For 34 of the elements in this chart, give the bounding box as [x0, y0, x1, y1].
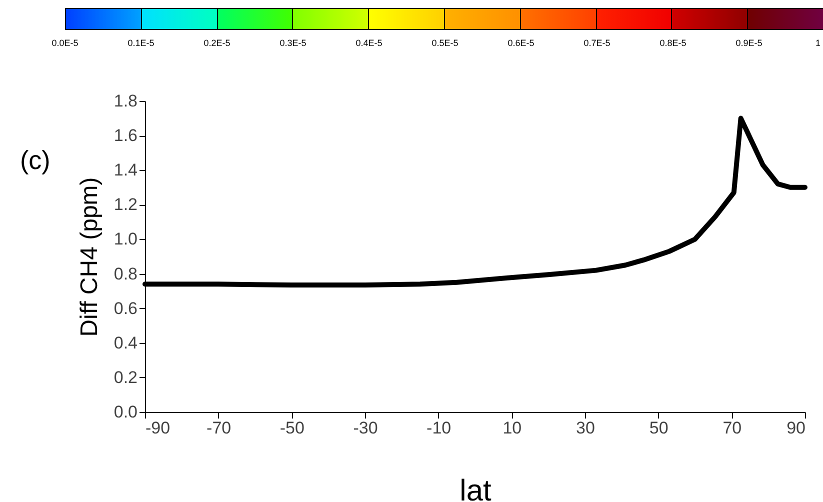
y-tick-label: 1.6 — [114, 126, 138, 146]
x-tick-label: 90 — [786, 418, 806, 438]
y-tick-label: 0.8 — [114, 264, 138, 284]
y-tick-label: 0.0 — [114, 402, 138, 422]
y-tick-label: 1.4 — [114, 160, 138, 180]
text: 0.0E-5 — [52, 38, 78, 48]
text: 0.6E-5 — [508, 38, 534, 48]
y-axis-title: Diff CH4 (ppm) — [76, 177, 103, 337]
x-tick-label: -90 — [146, 418, 170, 438]
x-tick-label: -50 — [280, 418, 304, 438]
text: 0.2E-5 — [204, 38, 230, 48]
text: (c) — [20, 145, 50, 176]
text: 0.5E-5 — [432, 38, 458, 48]
y-tick-label: 0.2 — [114, 368, 138, 387]
x-tick-label: 10 — [502, 418, 522, 438]
text: 0.9E-5 — [736, 38, 762, 48]
y-tick-label: 1.8 — [114, 92, 138, 110]
x-tick-label: -30 — [353, 418, 378, 438]
x-tick-label: -70 — [206, 418, 232, 438]
text: 0.4E-5 — [356, 38, 382, 48]
y-tick-label: 0.4 — [114, 333, 138, 352]
text: 0.7E-5 — [584, 38, 610, 48]
text: 1 — [815, 38, 821, 48]
y-tick-label: 1.2 — [114, 195, 138, 214]
y-tick-label: 0.6 — [114, 298, 138, 318]
x-tick-label: 50 — [649, 418, 668, 438]
text: 0.1E-5 — [128, 38, 154, 48]
text: 0.3E-5 — [280, 38, 306, 48]
x-tick-label: -10 — [426, 418, 452, 438]
y-tick-label: 1.0 — [114, 230, 138, 249]
text: 0.8E-5 — [660, 38, 686, 48]
x-tick-label: 70 — [722, 418, 742, 438]
x-tick-label: 30 — [576, 418, 595, 438]
x-axis-title: lat — [460, 474, 492, 502]
